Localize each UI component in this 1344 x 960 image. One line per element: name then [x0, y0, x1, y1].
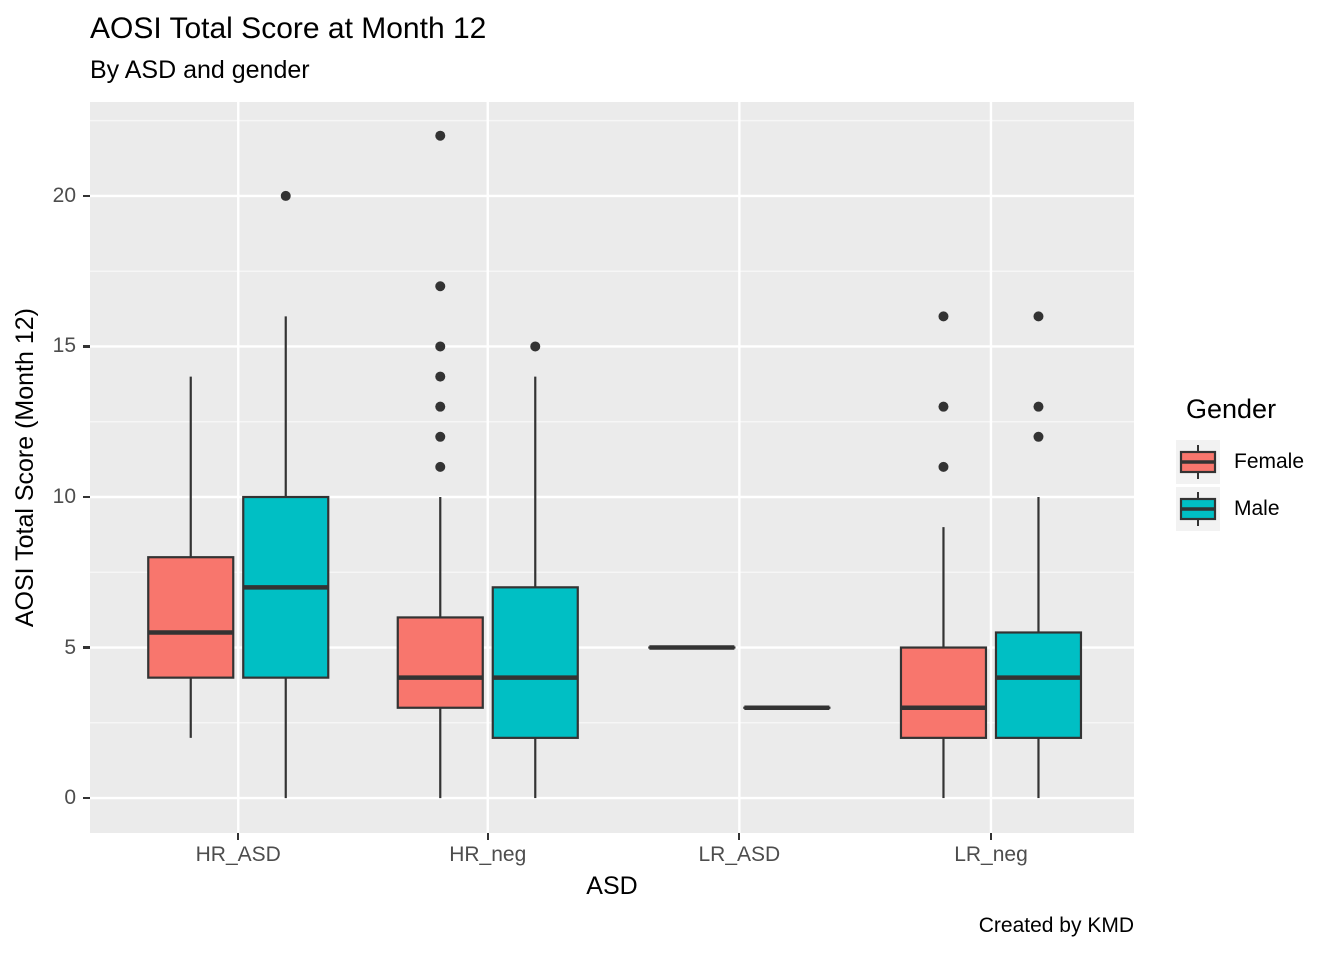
- boxplot-key-icon-male: [1176, 486, 1220, 531]
- legend-label-male: Male: [1234, 496, 1280, 520]
- outlier-point: [280, 190, 291, 201]
- y-tick-label: 5: [64, 635, 76, 659]
- outlier-point: [435, 130, 446, 141]
- x-tick-label: LR_neg: [954, 843, 1028, 866]
- y-tick-label: 15: [52, 334, 76, 358]
- outlier-point: [938, 401, 949, 412]
- y-axis-title: AOSI Total Score (Month 12): [10, 307, 39, 628]
- y-tick-mark: [83, 796, 90, 800]
- outlier-point: [938, 461, 949, 472]
- outlier-point: [530, 341, 541, 352]
- y-tick-label: 0: [64, 786, 76, 810]
- y-tick-label: 10: [52, 485, 76, 508]
- y-tick-mark: [83, 194, 90, 198]
- box-Female-HR_ASD: [147, 376, 235, 738]
- legend-label-female: Female: [1234, 449, 1305, 473]
- x-tick-mark: [237, 833, 240, 840]
- x-axis-title: ASD: [586, 872, 638, 900]
- box-Female-LR_neg: [899, 311, 988, 799]
- x-tick-mark: [738, 833, 741, 840]
- boxplot-canvas: [90, 102, 1134, 833]
- outlier-point: [1033, 401, 1044, 412]
- x-tick-label: LR_ASD: [698, 843, 781, 866]
- y-tick-mark: [83, 646, 90, 649]
- outlier-point: [435, 461, 446, 472]
- outlier-point: [435, 281, 446, 292]
- legend-key-female: Female: [1176, 439, 1304, 484]
- legend-title: Gender: [1186, 394, 1277, 424]
- x-tick-mark: [989, 833, 993, 840]
- plot-subtitle: By ASD and gender: [90, 56, 310, 84]
- legend: Gender Female Male: [1176, 394, 1304, 533]
- x-tick-label: HR_neg: [449, 843, 527, 866]
- box-Male-LR_neg: [994, 311, 1083, 799]
- box-Male-HR_neg: [491, 341, 579, 799]
- box-Male-HR_ASD: [242, 190, 330, 799]
- outlier-point: [1033, 431, 1044, 442]
- outlier-point: [938, 311, 949, 322]
- x-tick-mark: [486, 833, 489, 840]
- legend-key-male: Male: [1176, 486, 1304, 531]
- y-tick-label: 20: [52, 183, 76, 207]
- plot-title: AOSI Total Score at Month 12: [90, 12, 487, 45]
- y-tick-mark: [83, 495, 90, 499]
- x-tick-label: HR_ASD: [195, 843, 281, 866]
- outlier-point: [1033, 311, 1044, 322]
- outlier-point: [435, 431, 446, 442]
- box-Female-HR_neg: [396, 130, 484, 799]
- outlier-point: [435, 401, 446, 412]
- boxplot-key-icon-female: [1176, 439, 1220, 484]
- outlier-point: [435, 371, 446, 382]
- plot-panel: [90, 102, 1134, 833]
- outlier-point: [435, 341, 446, 352]
- y-tick-mark: [83, 345, 90, 348]
- plot-caption: Created by KMD: [978, 914, 1134, 937]
